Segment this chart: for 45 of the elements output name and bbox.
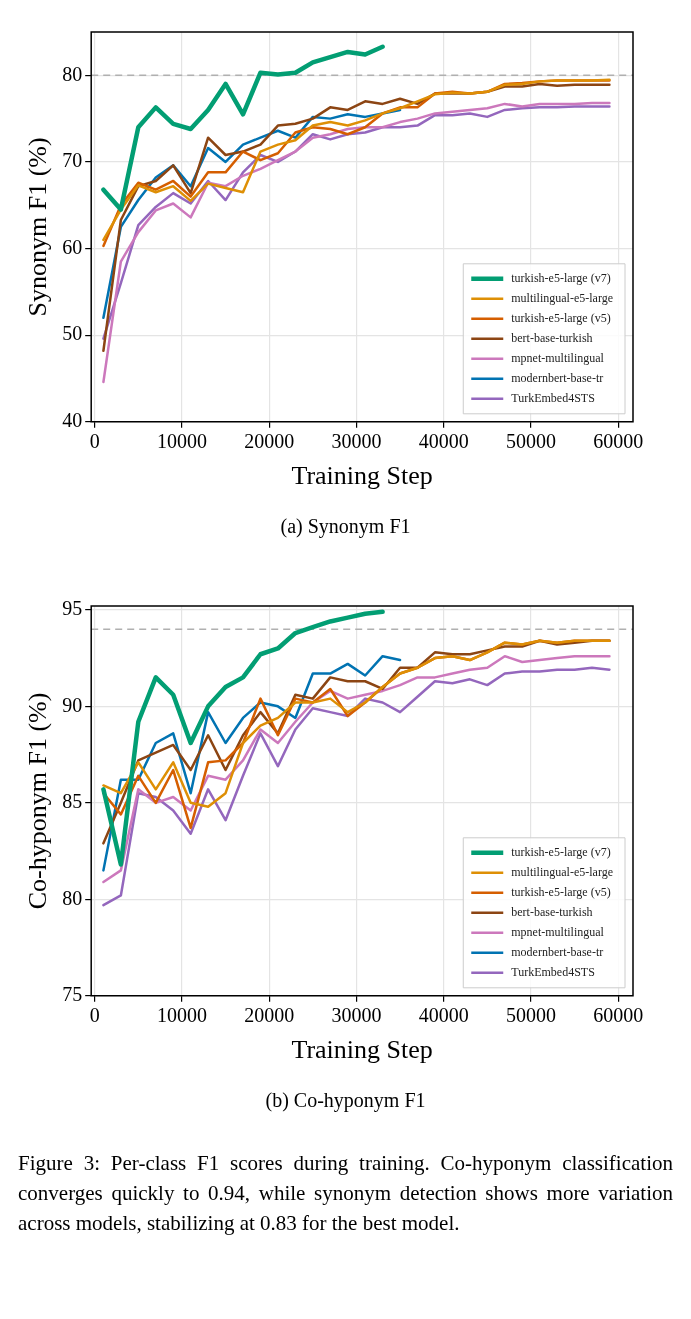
x-tick-label: 20000 [244,1004,295,1027]
legend-label: bert-base-turkish [511,330,593,345]
y-tick-label: 70 [62,149,83,172]
y-tick-label: 60 [62,235,83,258]
x-tick-label: 30000 [331,430,382,453]
y-axis-title: Co-hyponym F1 (%) [23,692,53,910]
x-tick-label: 10000 [156,430,207,453]
x-tick-label: 60000 [593,430,644,453]
x-tick-label: 0 [89,1004,100,1027]
x-tick-label: 30000 [331,1004,382,1027]
legend-label: TurkEmbed4STS [511,390,595,405]
y-tick-label: 95 [62,597,83,620]
legend-label: mpnet-multilingual [511,350,605,365]
y-tick-label: 50 [62,322,83,345]
text: (a) Synonym F1 [279,515,412,538]
legend-label: bert-base-turkish [511,904,593,919]
legend-label: multilingual-e5-large [511,290,613,305]
text: (b) Co-hyponym F1 [264,1089,427,1112]
legend-label: TurkEmbed4STS [511,964,595,979]
x-tick-label: 40000 [418,430,469,453]
y-axis-title: Synonym F1 (%) [23,137,53,317]
legend-label: multilingual-e5-large [511,864,613,879]
y-tick-label: 80 [62,886,83,909]
legend-label: turkish-e5-large (v5) [511,310,611,325]
y-tick-label: 40 [62,409,83,432]
x-tick-label: 50000 [505,1004,556,1027]
x-tick-label: 20000 [244,430,295,453]
y-tick-label: 90 [62,693,83,716]
legend-label: turkish-e5-large (v7) [511,844,611,859]
caption: Figure 3: Per-class F1 scores during training. Co-hyponym classification converges quickly to 0.94, while synonym detection shows more variation across models, stabilizing at 0.83 for the best model. [18,1150,673,1237]
x-tick-label: 40000 [418,1004,469,1027]
x-tick-label: 0 [89,430,100,453]
legend-label: turkish-e5-large (v5) [511,884,611,899]
x-axis-title: Training Step [291,1035,433,1065]
x-axis-title: Training Step [291,461,433,491]
legend-label: modernbert-base-tr [511,370,604,385]
y-tick-label: 75 [62,983,83,1006]
legend-label: turkish-e5-large (v7) [511,270,611,285]
legend-label: mpnet-multilingual [511,924,605,939]
x-tick-label: 60000 [593,1004,644,1027]
legend-label: modernbert-base-tr [511,944,604,959]
x-tick-label: 50000 [505,430,556,453]
y-tick-label: 80 [62,62,83,85]
x-tick-label: 10000 [156,1004,207,1027]
y-tick-label: 85 [62,790,83,813]
